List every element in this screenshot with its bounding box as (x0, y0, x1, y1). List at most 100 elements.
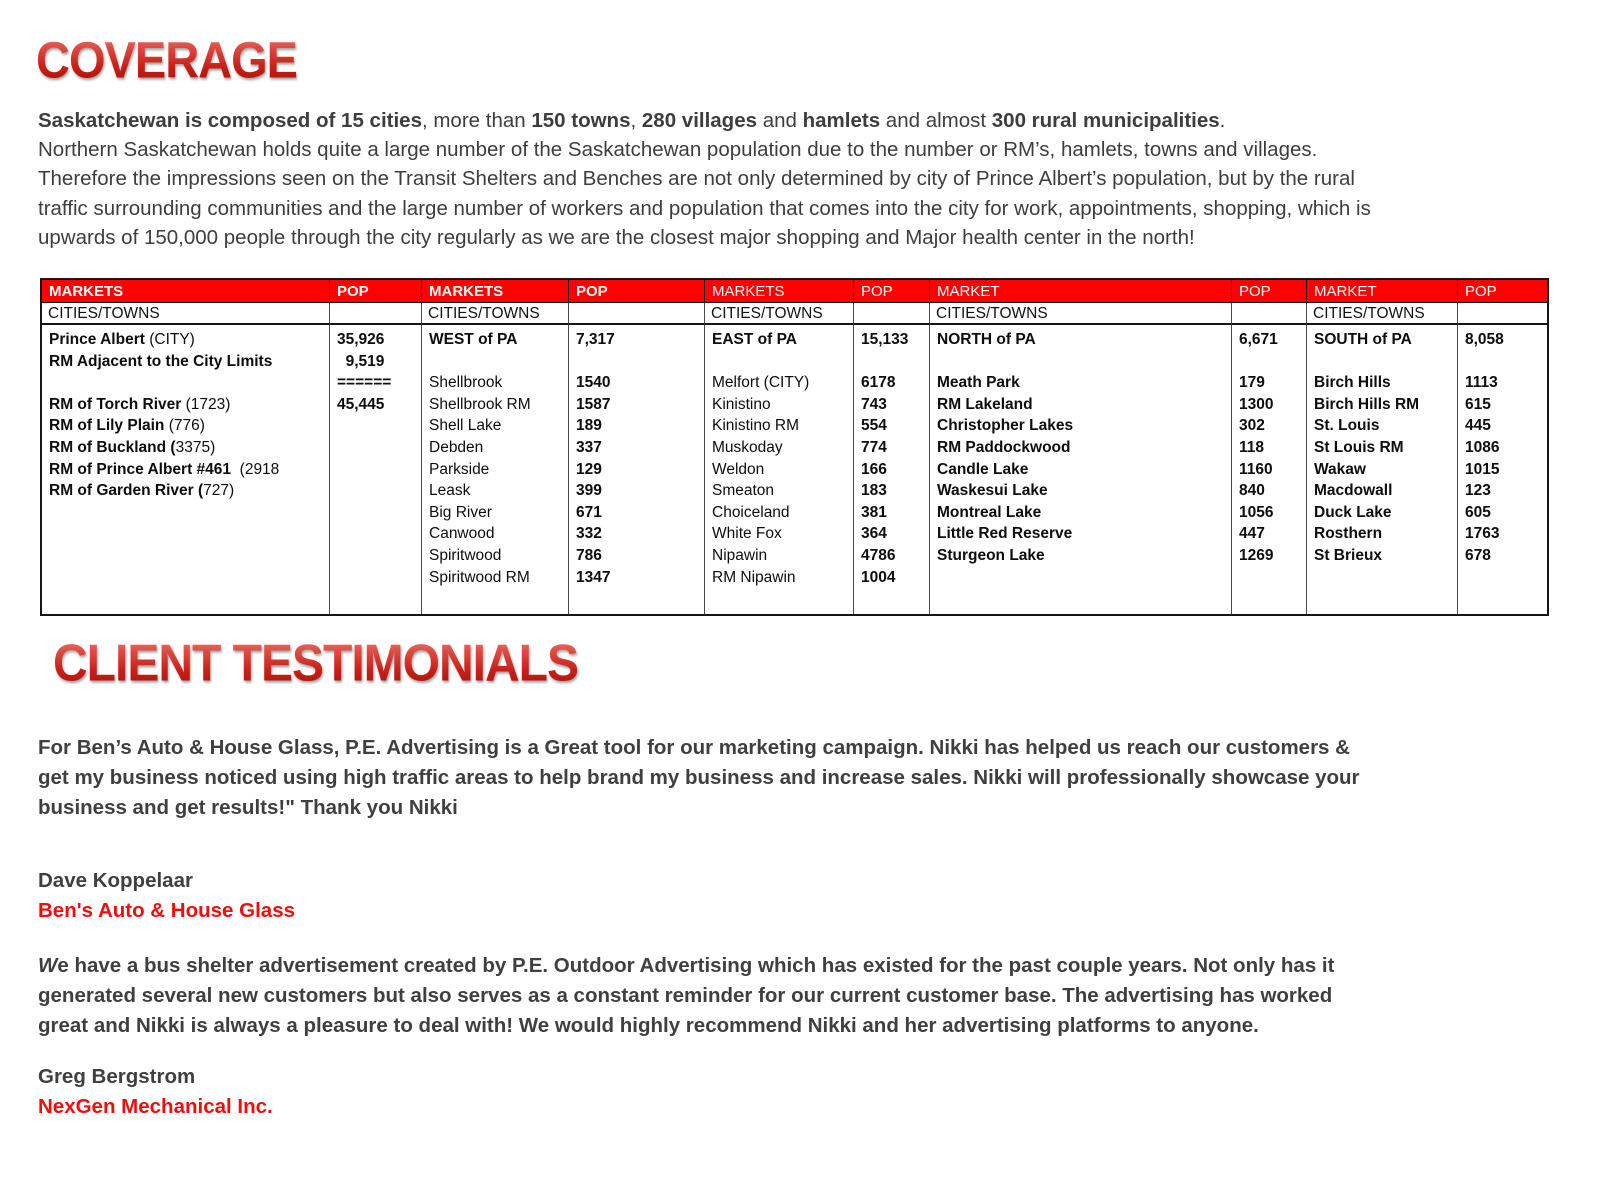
text-segment: Birch Hills RM (1314, 395, 1420, 413)
pop-row-line (330, 415, 421, 437)
market-row-line: Melfort (CITY) (705, 372, 853, 394)
text-segment: RM Nipawin (712, 568, 796, 586)
testimonial-author: Dave Koppelaar (38, 869, 193, 892)
text-segment: Spiritwood (429, 546, 502, 564)
pop-row-line: 1587 (576, 395, 611, 413)
text-segment: Sturgeon Lake (937, 546, 1045, 564)
testimonial-company: Ben's Auto & House Glass (38, 899, 296, 922)
text-segment: RM of Torch River (49, 395, 186, 413)
market-data-cell: SOUTH of PA Birch Hills Birch Hills RM St.… (1307, 325, 1458, 614)
market-header-cell: MARKET (1307, 280, 1458, 303)
text-segment: Waskesui Lake (937, 482, 1048, 500)
market-row-line (1307, 351, 1457, 373)
pop-row-line (1458, 351, 1547, 373)
text-segment: Little Red Reserve (937, 525, 1073, 543)
market-row-line: RM of Buckland (3375) (42, 437, 329, 459)
market-row-line: Parkside (422, 459, 568, 481)
text-segment (49, 525, 53, 542)
text-segment: Saskatchewan is composed of 15 cities (38, 109, 422, 132)
text-segment: Rosthern (1314, 525, 1383, 543)
intro-paragraph: Saskatchewan is composed of 15 cities, m… (38, 106, 1583, 252)
pop-row-line (854, 351, 929, 373)
market-data-cell: Prince Albert (CITY) RM Adjacent to the C… (42, 325, 330, 614)
testimonials-title: CLIENT TESTIMONIALS (53, 635, 579, 693)
pop-row-line: ====== (337, 374, 392, 392)
market-row-line (42, 523, 329, 545)
testimonial-author: Greg Bergstrom (38, 1065, 196, 1088)
market-row-line: St. Louis (1307, 415, 1457, 437)
pop-header-cell: POP (1232, 280, 1307, 303)
text-segment: upwards of 150,000 people through the ci… (38, 225, 1195, 249)
market-row-line: RM Lakeland (930, 394, 1231, 416)
market-row-line: RM of Lily Plain (776) (42, 415, 329, 437)
text-segment: For Ben’s Auto & House Glass, P.E. Adver… (38, 736, 1350, 759)
text-segment: RM of Lily Plain (49, 417, 169, 435)
market-row-line: Choiceland (705, 502, 853, 524)
pop-row-line (1232, 567, 1306, 589)
market-row-line: Duck Lake (1307, 502, 1457, 524)
pop-row-line (330, 567, 421, 589)
text-segment: 3375) (175, 438, 216, 456)
text-segment: Duck Lake (1314, 503, 1392, 521)
text-segment: WEST of PA (429, 331, 518, 348)
market-row-line: Shell Lake (422, 415, 568, 437)
pop-row-line: 183 (861, 482, 887, 500)
pop-row-line: 35,926 (337, 331, 385, 348)
pop-row-line: 7,317 (576, 331, 615, 348)
pop-row-line: 1086 (1465, 438, 1500, 456)
market-row-line (422, 351, 568, 373)
market-row-line: Christopher Lakes (930, 415, 1231, 437)
market-row-line: Kinistino (705, 394, 853, 416)
text-segment: . (1219, 109, 1226, 132)
text-segment: 300 rural municipalities (991, 109, 1220, 132)
market-data-cell: NORTH of PA Meath Park RM Lakeland Christo… (930, 325, 1232, 614)
market-row-line: St Louis RM (1307, 437, 1457, 459)
pop-header-cell: POP (1458, 280, 1547, 303)
pop-data-cell: 15,133 6178 743 554 774 166 183 381 364 4786 1004 (854, 325, 930, 614)
text-segment: Smeaton (712, 482, 775, 500)
market-row-line: Little Red Reserve (930, 523, 1231, 545)
market-row-line: Leask (422, 480, 568, 502)
text-segment: Montreal Lake (937, 503, 1042, 521)
pop-row-line: 123 (1465, 482, 1491, 500)
text-segment: 150 towns (531, 109, 631, 132)
pop-row-line: 1540 (576, 374, 611, 392)
pop-row-line (330, 459, 421, 481)
market-row-line (42, 502, 329, 524)
text-segment: and (757, 109, 803, 132)
text-segment: Leask (429, 482, 471, 500)
pop-row-line: 1160 (1239, 460, 1273, 478)
text-segment: W (38, 954, 58, 977)
text-segment: RM of Garden River ( (49, 482, 204, 500)
pop-row-line: 9,519 (337, 352, 385, 370)
market-header-cell: MARKETS (705, 280, 854, 303)
text-segment (937, 353, 941, 370)
market-row-line (705, 351, 853, 373)
pop-row-line (330, 523, 421, 545)
text-segment: 727) (203, 482, 235, 500)
market-row-line (930, 351, 1231, 373)
market-header-cell: MARKET (930, 280, 1232, 303)
market-row-line: RM Paddockwood (930, 437, 1231, 459)
text-segment: Shell Lake (429, 417, 502, 435)
testimonial-quote: We have a bus shelter advertisement crea… (38, 951, 1583, 1041)
market-row-line: RM of Prince Albert #461 (2918 (42, 459, 329, 481)
text-segment: Debden (429, 438, 484, 456)
testimonial-company: NexGen Mechanical Inc. (38, 1095, 273, 1118)
text-segment: 280 villages (641, 109, 758, 132)
testimonial-2: We have a bus shelter advertisement crea… (38, 951, 1583, 1122)
market-row-line: Shellbrook (422, 372, 568, 394)
market-row-line: Macdowall (1307, 480, 1457, 502)
market-row-line: Prince Albert (CITY) (42, 329, 329, 351)
pop-row-line: 118 (1239, 438, 1265, 456)
text-segment: Parkside (429, 460, 490, 478)
market-row-line: RM of Garden River (727) (42, 480, 329, 502)
pop-row-line (330, 437, 421, 459)
text-segment: Therefore the impressions seen on the Tr… (38, 167, 1355, 191)
pop-row-line: 840 (1239, 482, 1265, 500)
text-segment: Kinistino (712, 395, 771, 413)
market-row-line (42, 372, 329, 394)
text-segment: Melfort (CITY) (712, 374, 810, 392)
text-segment: hamlets (802, 109, 881, 132)
market-row-line: Rosthern (1307, 523, 1457, 545)
